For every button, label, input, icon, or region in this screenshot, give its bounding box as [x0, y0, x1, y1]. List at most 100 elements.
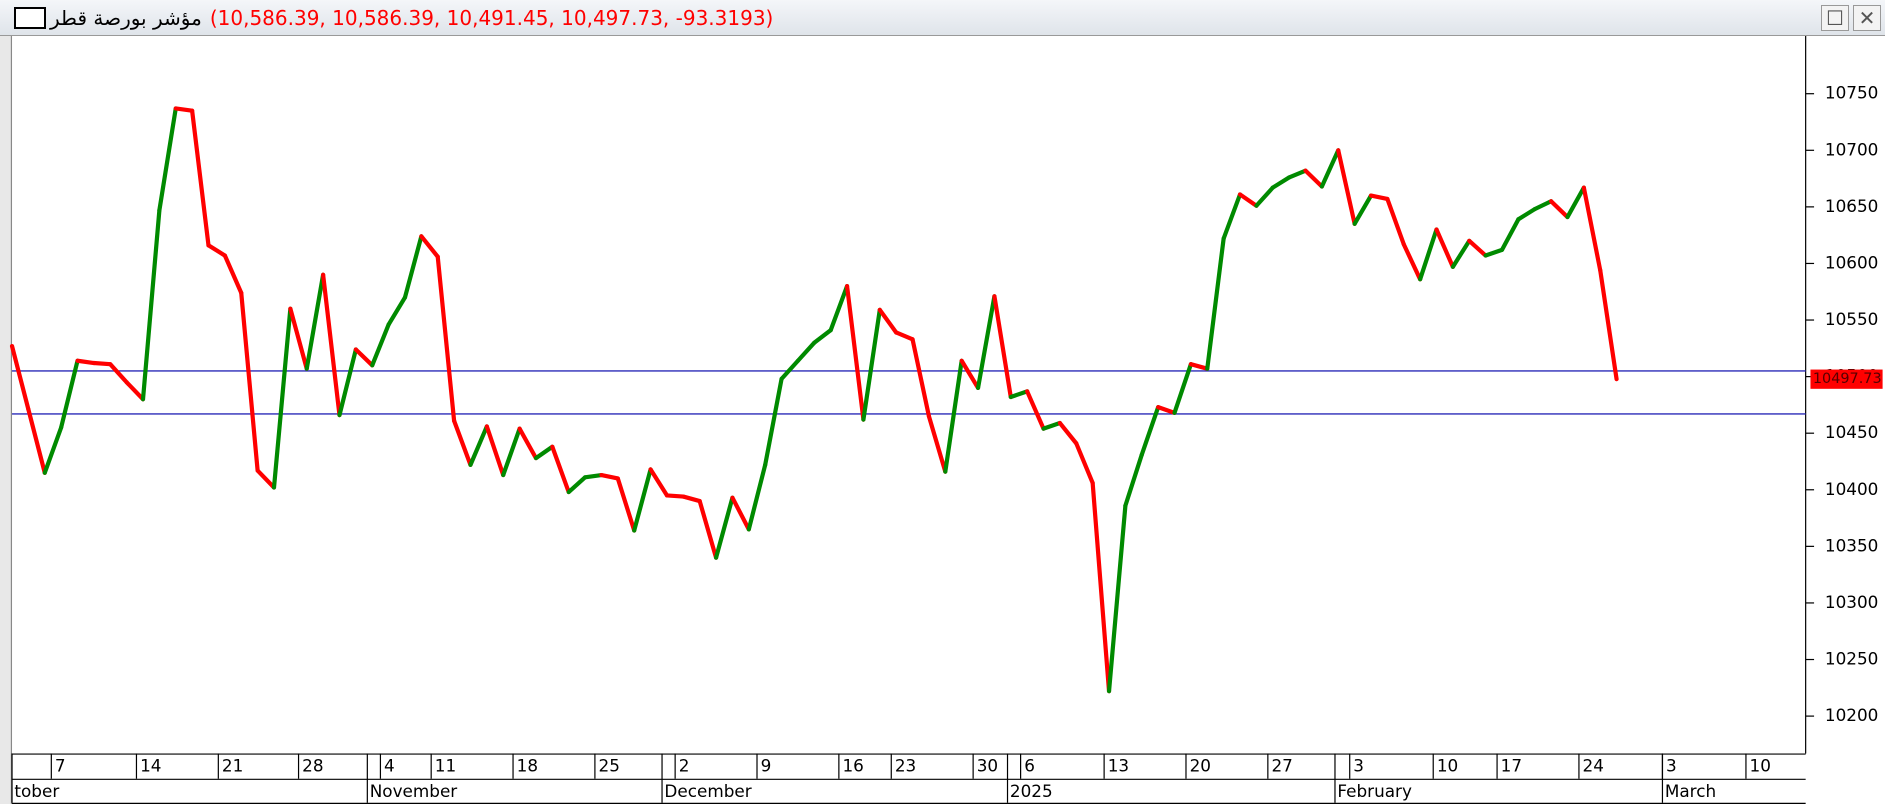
y-tick-label: 10700: [1825, 139, 1879, 159]
y-tick-label: 10300: [1825, 592, 1879, 612]
line-segment: [42, 425, 64, 475]
line-segment: [1205, 236, 1226, 371]
chart: 1020010250103001035010400104501050010550…: [0, 36, 1885, 804]
x-tick-label: 17: [1501, 756, 1522, 776]
line-segment: [304, 272, 326, 371]
x-tick-label: 6: [1024, 756, 1035, 776]
line-segment: [1385, 196, 1406, 247]
line-segment: [1221, 192, 1243, 241]
line-segment: [533, 444, 555, 461]
x-tick-label: 3: [1353, 756, 1364, 776]
line-segment: [484, 424, 506, 478]
x-tick-label: 10: [1437, 756, 1458, 776]
line-segment: [402, 234, 424, 300]
line-segment: [550, 444, 571, 495]
line-segment: [59, 358, 80, 430]
line-segment: [1172, 362, 1193, 415]
line-segment: [190, 108, 211, 248]
x-tick-label: 7: [55, 756, 66, 776]
line-segment: [1254, 185, 1275, 208]
y-tick-label: 10250: [1825, 649, 1879, 669]
x-tick-label: 14: [140, 756, 161, 776]
line-segment: [1549, 199, 1570, 220]
month-label: November: [370, 781, 458, 801]
x-tick-label: 11: [435, 756, 456, 776]
line-segment: [910, 337, 932, 419]
line-segment: [255, 468, 277, 490]
line-segment: [1287, 168, 1308, 180]
last-price-label: 10497.73: [1813, 371, 1882, 387]
month-label: tober: [14, 781, 59, 801]
line-segment: [1156, 405, 1177, 415]
line-segment: [468, 424, 489, 467]
line-segment: [648, 467, 670, 498]
x-tick-label: 13: [1108, 756, 1129, 776]
line-segment: [1008, 389, 1030, 400]
x-tick-label: 9: [761, 756, 772, 776]
line-segment: [894, 330, 915, 342]
line-segment: [1565, 185, 1586, 220]
line-segment: [664, 493, 686, 499]
ohlc-label: (10,586.39, 10,586.39, 10,491.45, 10,497…: [209, 5, 774, 30]
line-segment: [926, 414, 948, 474]
y-tick-label: 10450: [1825, 422, 1879, 442]
line-segment: [763, 376, 784, 467]
line-segment: [386, 295, 408, 327]
line-segment: [370, 322, 391, 368]
month-label: March: [1665, 781, 1716, 801]
line-segment: [959, 358, 981, 391]
line-segment: [1057, 420, 1079, 446]
x-tick-label: 4: [384, 756, 395, 776]
line-segment: [1106, 503, 1128, 694]
line-segment: [140, 208, 162, 402]
line-segment: [501, 426, 522, 478]
line-segment: [1303, 168, 1324, 189]
line-segment: [697, 498, 719, 560]
line-segment: [1319, 148, 1341, 189]
line-segment: [173, 106, 195, 113]
x-tick-label: 20: [1190, 756, 1211, 776]
y-tick-label: 10400: [1825, 479, 1879, 499]
line-segment: [1368, 193, 1390, 202]
maximize-button[interactable]: ☐: [1821, 5, 1849, 31]
y-tick-label: 10750: [1825, 83, 1879, 103]
line-segment: [1450, 238, 1472, 269]
line-segment: [713, 495, 735, 560]
left-edge: [0, 36, 11, 804]
line-segment: [566, 475, 588, 495]
month-label: February: [1337, 781, 1412, 801]
line-segment: [1352, 193, 1374, 226]
line-segment: [1270, 175, 1292, 190]
line-segment: [861, 307, 882, 422]
line-segment: [992, 294, 1013, 400]
line-segment: [1237, 192, 1259, 208]
close-button[interactable]: ✕: [1853, 5, 1881, 31]
x-tick-label: 23: [895, 756, 916, 776]
line-segment: [844, 283, 866, 422]
line-segment: [517, 426, 539, 461]
line-segment: [1434, 227, 1455, 269]
line-segment: [1336, 148, 1357, 226]
y-tick-label: 10600: [1825, 252, 1879, 272]
line-segment: [746, 462, 768, 532]
line-segment: [9, 343, 31, 412]
line-segment: [26, 407, 47, 475]
line-segment: [1418, 227, 1439, 282]
chart-title: مؤشر بورصة قطر: [50, 5, 202, 30]
x-tick-label: 21: [222, 756, 243, 776]
line-segment: [1090, 480, 1112, 694]
line-segment: [730, 495, 751, 532]
x-tick-label: 2: [679, 756, 690, 776]
line-segment: [435, 254, 457, 423]
line-segment: [1401, 242, 1423, 282]
x-tick-label: 10: [1750, 756, 1771, 776]
line-segment: [321, 272, 342, 418]
line-segment: [271, 306, 293, 490]
x-tick-label: 16: [842, 756, 863, 776]
line-segment: [975, 294, 997, 391]
line-segment: [632, 467, 653, 533]
line-segment: [1581, 185, 1603, 273]
x-tick-label: 24: [1583, 756, 1604, 776]
line-segment: [353, 347, 375, 368]
line-segment: [91, 360, 113, 367]
